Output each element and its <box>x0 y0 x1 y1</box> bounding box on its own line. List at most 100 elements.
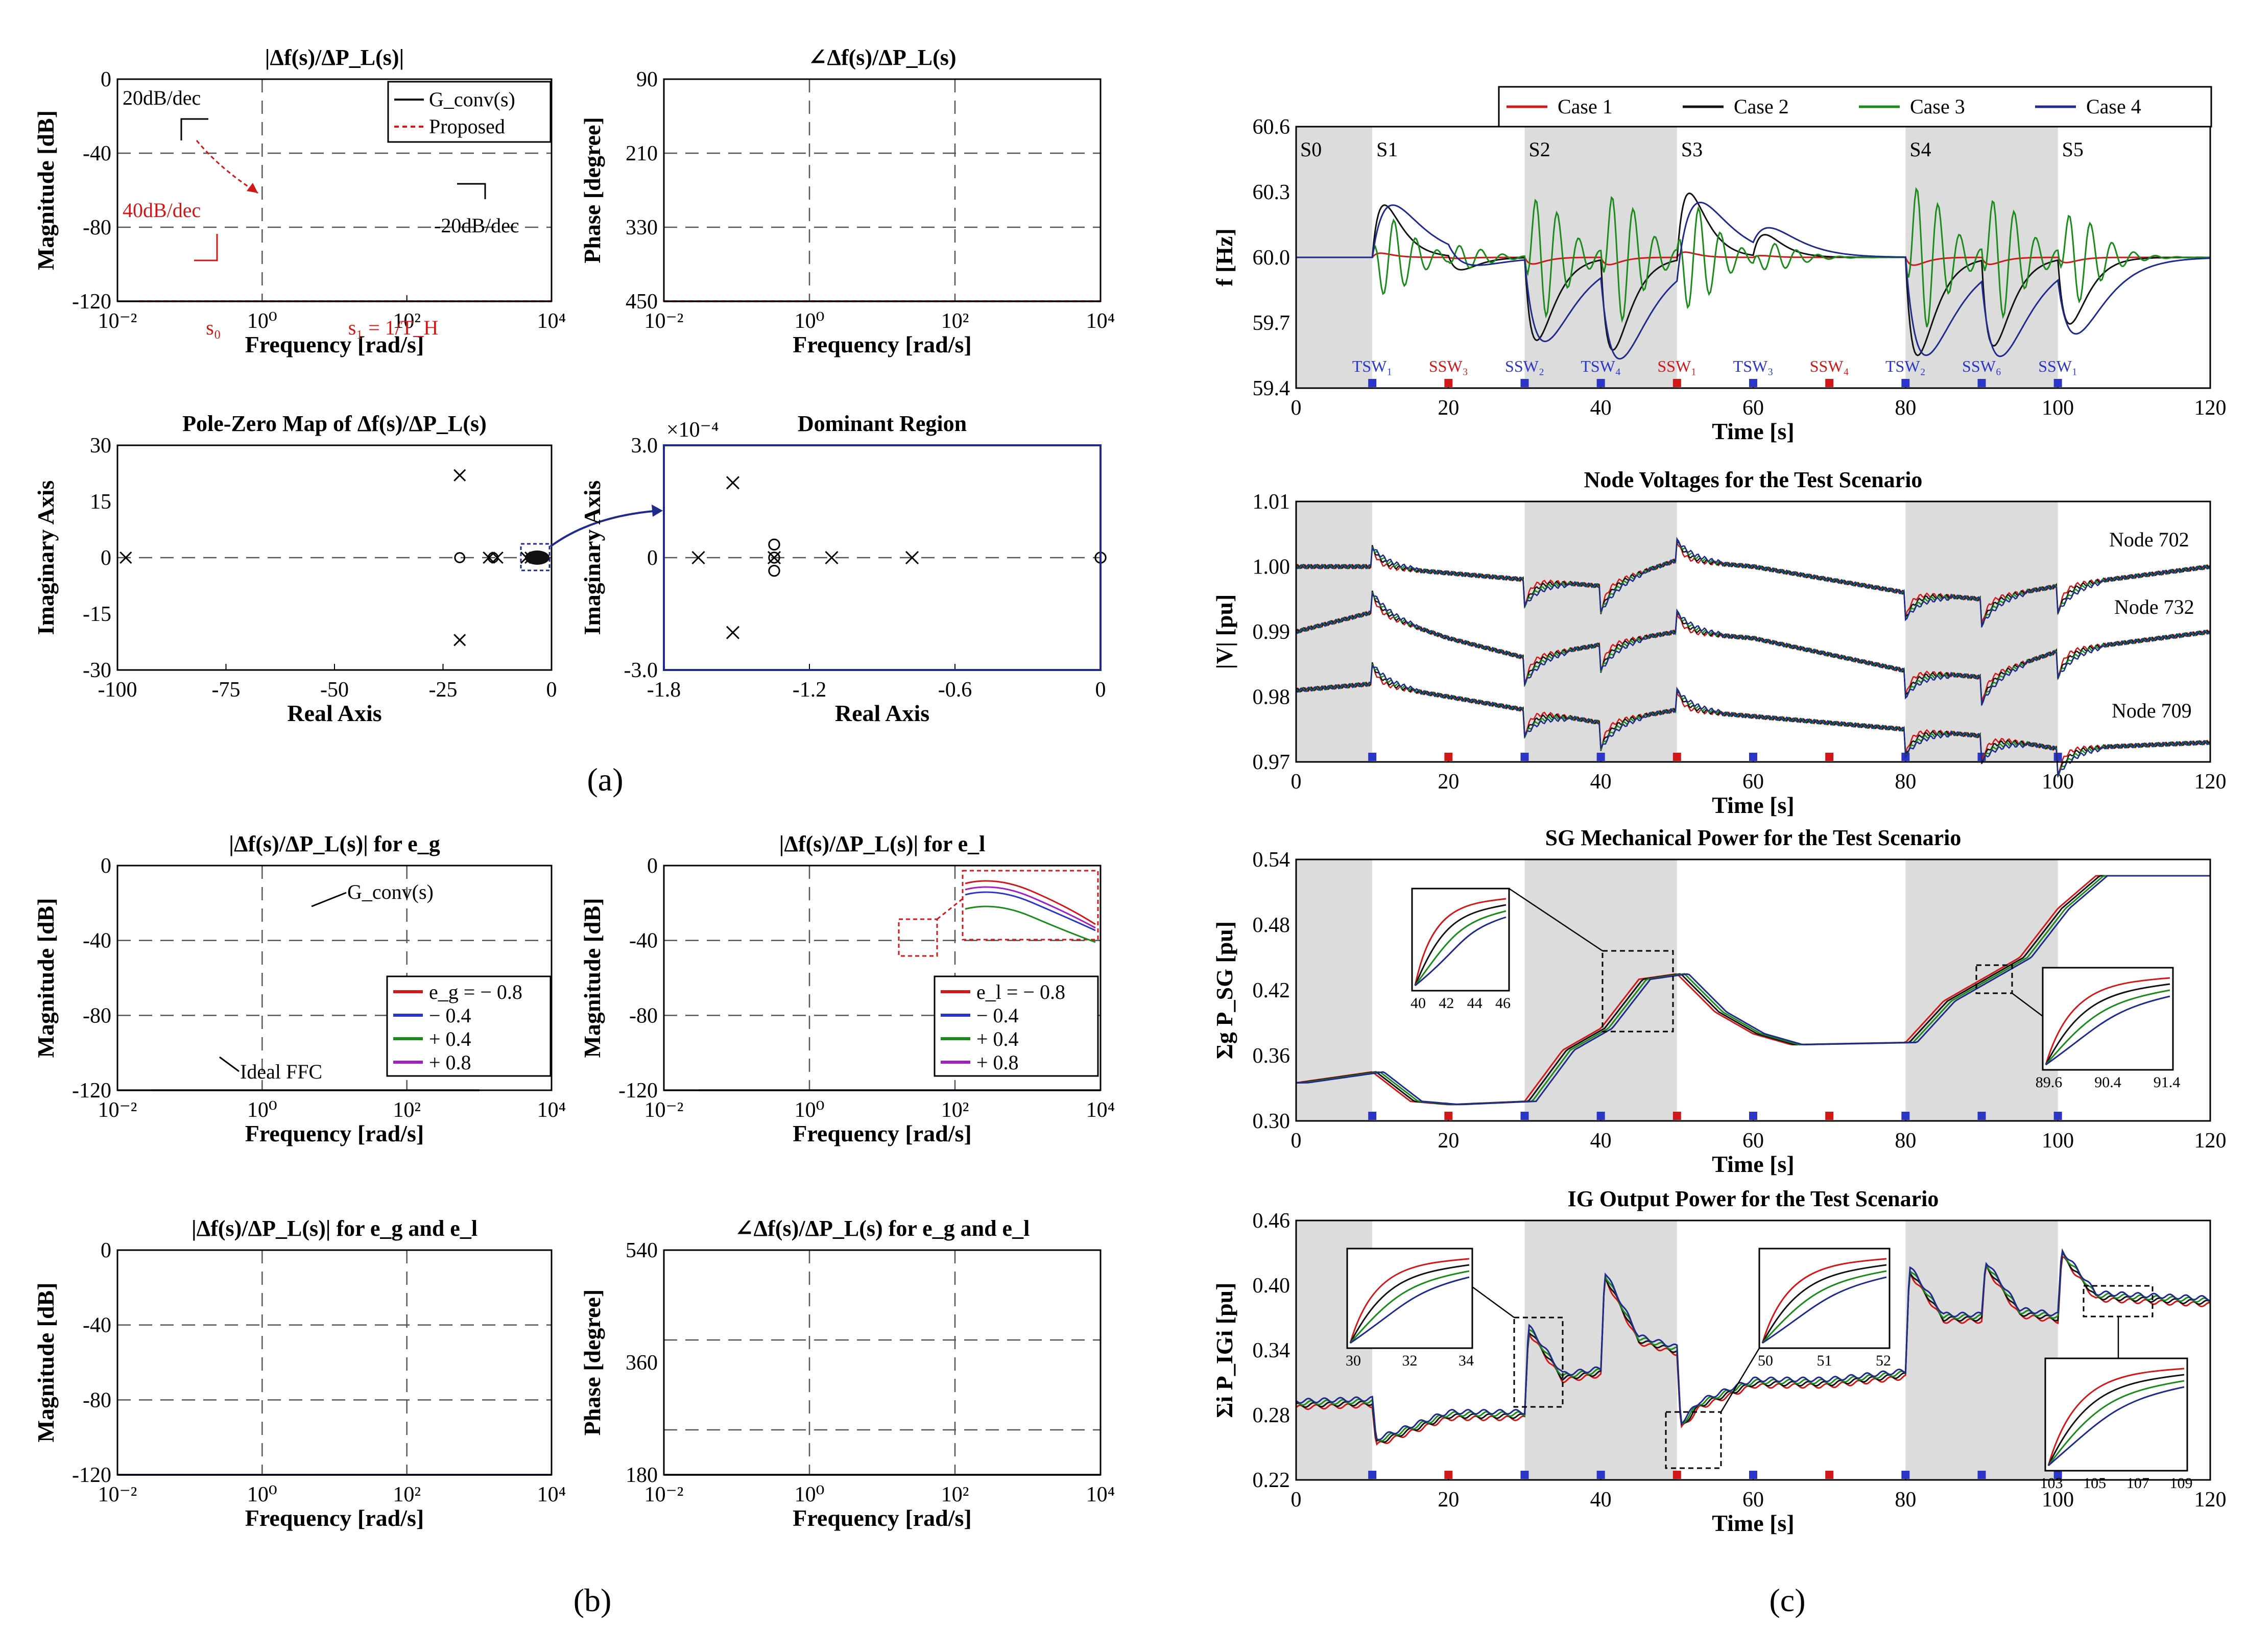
stage-label: S0 <box>1300 138 1322 161</box>
inset-series <box>2047 1374 2185 1466</box>
x-tick-label: 0 <box>1291 770 1302 794</box>
x-tick-label: 120 <box>2194 770 2227 794</box>
stage-shading <box>1905 859 2058 1121</box>
plot-frame <box>116 444 553 671</box>
plot-frame <box>663 1249 1102 1476</box>
switch-marker <box>1596 1112 1605 1120</box>
chart-a2: ∠Δf(s)/ΔP_L(s) Frequency [rad/s] Phase [de… <box>579 45 1115 357</box>
x-tick-label: 60 <box>1742 770 1764 794</box>
inset-series <box>1349 1264 1470 1344</box>
annotation: G_conv(s) <box>347 880 434 903</box>
switch-marker <box>1825 379 1834 387</box>
inset-series <box>1349 1270 1470 1344</box>
zero-marker <box>454 552 466 563</box>
x-axis-label: Real Axis <box>835 700 929 726</box>
switch-marker <box>1672 379 1681 387</box>
inset-series <box>965 880 1096 925</box>
plot-frame <box>1295 1219 2211 1481</box>
inset-series <box>1414 904 1507 986</box>
y-tick-label: 0 <box>647 854 658 878</box>
switch-marker <box>1368 1471 1377 1479</box>
plot-frame <box>1295 500 2211 763</box>
annotation: -20dB/dec <box>434 214 519 237</box>
stage-shading <box>1905 1220 2058 1480</box>
y-tick-label: 0.98 <box>1253 686 1290 709</box>
x-tick-label: 60 <box>1742 1129 1764 1153</box>
x-axis-label: Time [s] <box>1712 418 1794 444</box>
switch-marker <box>1977 1471 1986 1479</box>
inset-series <box>1761 1264 1887 1344</box>
stage-shading <box>1524 501 1677 762</box>
y-axis-label: Magnitude [dB] <box>33 110 59 270</box>
y-tick-label: 60.0 <box>1253 246 1290 270</box>
slope-marker <box>180 118 208 140</box>
inset: 50 51 52 <box>1665 1248 1891 1469</box>
switch-marker <box>1368 753 1377 761</box>
x-tick-label: 40 <box>1590 1129 1612 1153</box>
chart-c4: IG Output Power for the Test Scenario Tim… <box>1211 1186 2227 1536</box>
zoom-box <box>898 918 938 957</box>
inset-connector <box>1472 1286 1515 1319</box>
zero-marker <box>487 552 499 563</box>
switch-marker <box>1977 1112 1986 1120</box>
legend-label: Case 1 <box>1558 95 1613 118</box>
legend-label: G_conv(s) <box>429 88 515 111</box>
inset-series <box>2045 977 2170 1065</box>
x-tick-label: 20 <box>1438 1129 1459 1153</box>
chart-title: Dominant Region <box>798 411 967 436</box>
switch-marker <box>1596 753 1605 761</box>
x-tick-label: 10⁻² <box>644 1098 684 1122</box>
y-tick-label: 360 <box>626 1351 658 1375</box>
switch-marker <box>1825 1112 1834 1120</box>
inset-connector <box>1720 1348 1760 1412</box>
panel-label-a: (a) <box>587 761 623 798</box>
stage-shading <box>1905 501 2058 762</box>
y-tick-label: 3.0 <box>631 434 658 458</box>
x-tick-label: 10⁰ <box>247 309 277 333</box>
plot-frame <box>116 1249 553 1476</box>
x-tick-label: 10⁴ <box>1086 1098 1115 1122</box>
arrow-head <box>247 183 258 193</box>
x-tick-label: 120 <box>2194 396 2227 420</box>
annotation: s₁ = 1/T_H <box>348 316 439 339</box>
series-node-702 <box>1296 541 2210 626</box>
chart-title: |Δf(s)/ΔP_L(s)| for e_l <box>779 831 986 856</box>
x-tick-label: 20 <box>1438 1488 1459 1512</box>
switch-label: TSW₁ <box>1352 357 1393 375</box>
legend-label: + 0.8 <box>976 1051 1019 1074</box>
plot-frame <box>663 865 1102 1091</box>
pole-marker <box>691 550 705 565</box>
plot-frame <box>1295 858 2211 1122</box>
series-case-2 <box>1296 192 2210 356</box>
chart-title: Node Voltages for the Test Scenario <box>1584 467 1923 492</box>
panel-label-b: (b) <box>573 1582 612 1618</box>
x-tick-label: 10⁻² <box>98 309 137 333</box>
inset-series <box>2045 995 2170 1066</box>
y-tick-label: 59.7 <box>1253 312 1290 335</box>
chart-a4: Dominant Region Real Axis Imaginary Axis -1… <box>579 411 1107 726</box>
pole-cluster <box>525 550 549 565</box>
zoom-box <box>520 543 551 571</box>
chart-title: SG Mechanical Power for the Test Scenari… <box>1545 825 1962 850</box>
y-tick-label: 330 <box>626 216 658 240</box>
stage-shading <box>1524 1220 1677 1480</box>
switch-label: SSW₃ <box>1429 357 1468 375</box>
switch-marker <box>1672 753 1681 761</box>
switch-marker <box>1368 379 1377 387</box>
inset-tick-label: 89.6 <box>2036 1074 2063 1091</box>
x-axis-label: Time [s] <box>1712 1151 1794 1177</box>
x-axis-label: Frequency [rad/s] <box>793 1505 972 1531</box>
y-axis-label: Magnitude [dB] <box>33 898 59 1058</box>
pole-marker <box>726 626 740 639</box>
y-axis-label: Imaginary Axis <box>579 481 605 635</box>
x-tick-label: 10² <box>393 1483 421 1506</box>
zoom-arrow-head <box>652 505 663 517</box>
switch-marker <box>1596 379 1605 387</box>
x-tick-label: -25 <box>429 678 458 702</box>
inset-connector <box>937 898 963 920</box>
y-axis-label: Phase [degree] <box>579 1289 605 1436</box>
switch-marker <box>1520 1112 1529 1120</box>
chart-c3: SG Mechanical Power for the Test Scenari… <box>1211 825 2227 1177</box>
arrow <box>196 140 258 194</box>
node-label: Node 732 <box>2114 595 2194 618</box>
